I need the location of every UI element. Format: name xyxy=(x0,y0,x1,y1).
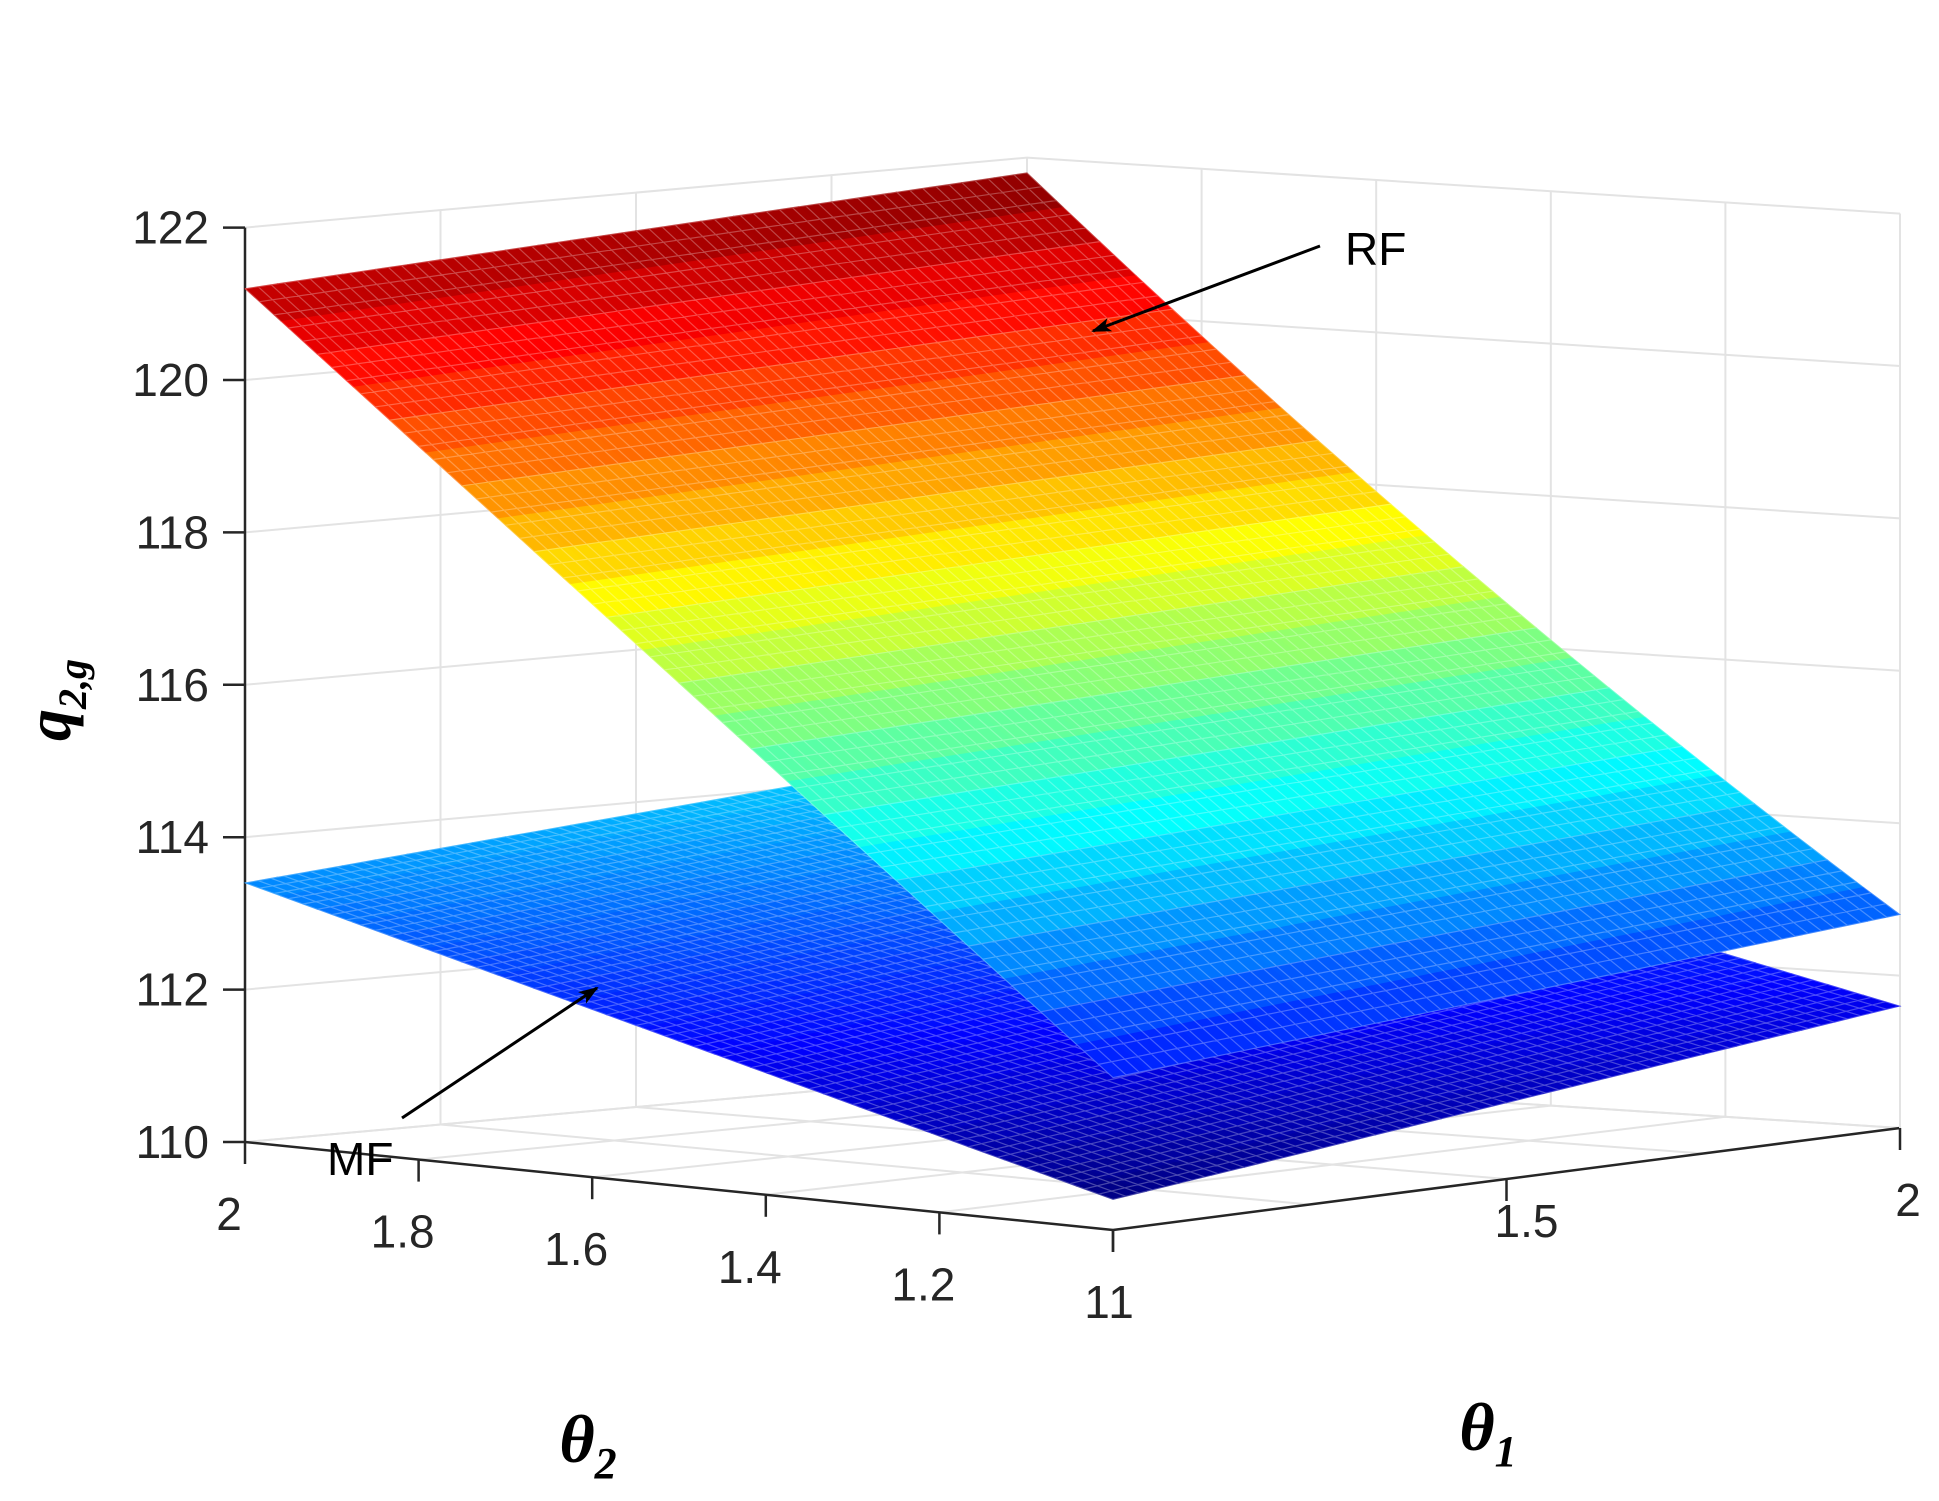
annotation-rf-label: RF xyxy=(1345,223,1406,275)
y-tick-label: 1.6 xyxy=(544,1223,608,1275)
surfaces xyxy=(243,172,1902,1201)
z-tick-label: 122 xyxy=(132,202,209,254)
y-axis-line xyxy=(244,1140,1114,1232)
x-tick-label: 1.5 xyxy=(1495,1195,1559,1247)
y-tick-label: 1.8 xyxy=(371,1206,435,1258)
z-tick-label: 118 xyxy=(136,506,209,558)
tick-labels: 110 112 114 116 118 120 122 2 1.8 1.6 1.4 1.2 11 1.5 2 xyxy=(132,202,1921,1328)
z-tick-label: 116 xyxy=(136,659,209,711)
surface-patch xyxy=(1075,1037,1147,1079)
z-tick-label: 114 xyxy=(136,811,209,863)
z-tick-label: 110 xyxy=(136,1116,209,1168)
annotation-mf-arrow xyxy=(401,986,599,1120)
x-tick-label: 2 xyxy=(1895,1174,1921,1226)
x-axis-label: θ1 xyxy=(1459,1389,1516,1476)
y-tick-label: 1 xyxy=(1084,1276,1110,1328)
surface-rf xyxy=(244,172,1901,1079)
annotation-mf-label: MF xyxy=(327,1133,393,1185)
x-tick-label: 1 xyxy=(1108,1276,1134,1328)
surface-patch xyxy=(1075,1177,1148,1200)
y-tick-label: 2 xyxy=(216,1188,242,1240)
z-axis-label: q2,g xyxy=(13,659,95,741)
grid-y-floor xyxy=(939,1115,1726,1214)
z-tick-label: 120 xyxy=(132,354,209,406)
y-tick-label: 1.4 xyxy=(718,1241,782,1293)
z-tick-label: 112 xyxy=(136,964,209,1016)
y-axis-label: θ2 xyxy=(559,1401,616,1488)
annotation-rf: RF xyxy=(1091,223,1406,333)
surface-mesh xyxy=(244,172,1901,1079)
annotation-mf: MF xyxy=(327,986,599,1185)
annotation-rf-arrow xyxy=(1091,244,1321,333)
y-tick-label: 1.2 xyxy=(891,1258,955,1310)
grid-x-floor xyxy=(440,1123,1310,1206)
